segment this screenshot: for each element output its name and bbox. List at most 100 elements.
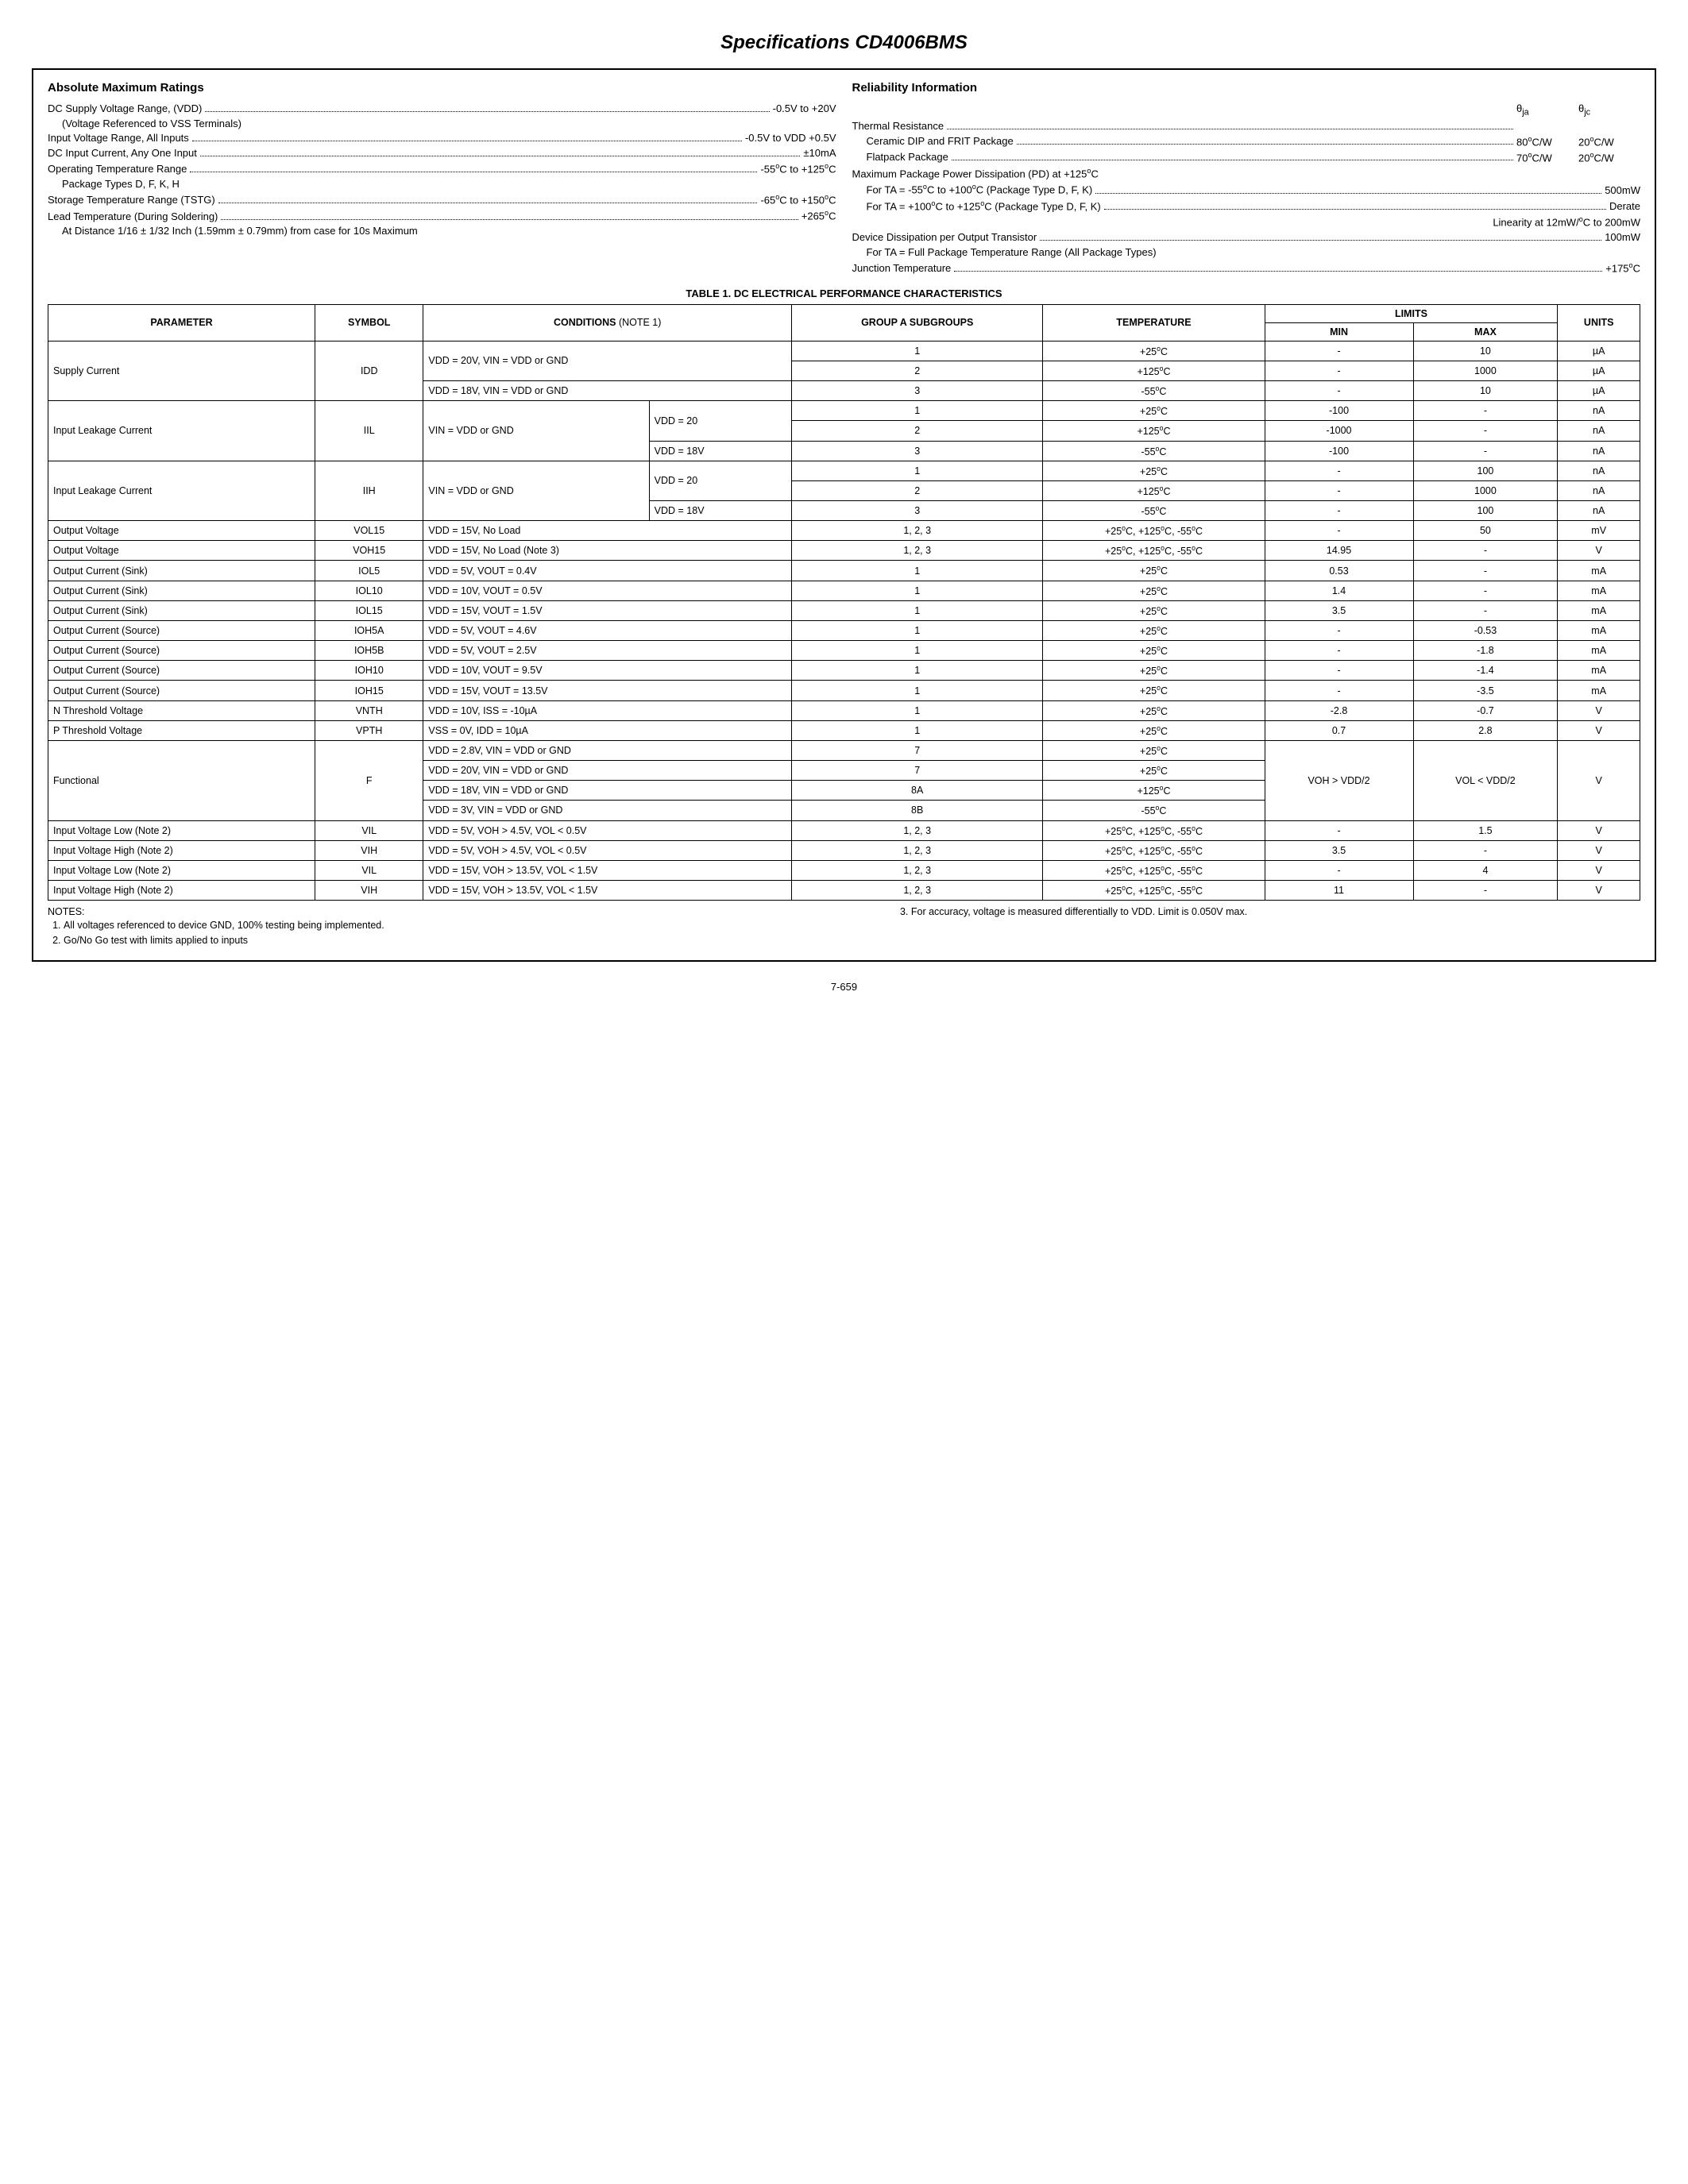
table-cell: -1.4 (1413, 661, 1558, 681)
table-row: Output Current (Sink)IOL5VDD = 5V, VOUT … (48, 561, 1640, 581)
table-cell: - (1265, 681, 1413, 700)
table-cell: VDD = 15V, VOUT = 1.5V (423, 600, 792, 620)
table-cell: V (1558, 860, 1640, 880)
table-cell: VDD = 5V, VOH > 4.5V, VOL < 0.5V (423, 840, 792, 860)
table-cell: V (1558, 880, 1640, 900)
spec-line: Input Voltage Range, All Inputs-0.5V to … (48, 131, 836, 146)
table-cell: VDD = 15V, No Load (423, 521, 792, 541)
main-box: Absolute Maximum Ratings DC Supply Volta… (32, 68, 1656, 962)
table-cell: 3.5 (1265, 600, 1413, 620)
table-cell: - (1265, 461, 1413, 480)
th-groupa: GROUP A SUBGROUPS (792, 304, 1043, 341)
th-symbol: SYMBOL (315, 304, 423, 341)
table-cell: 1, 2, 3 (792, 880, 1043, 900)
table-cell: +25oC (1043, 341, 1265, 361)
table-cell: P Threshold Voltage (48, 720, 315, 740)
spec-line: DC Input Current, Any One Input±10mA (48, 146, 836, 161)
table-cell: 1, 2, 3 (792, 521, 1043, 541)
table-cell: µA (1558, 341, 1640, 361)
table-cell: +25oC (1043, 720, 1265, 740)
table-cell: - (1265, 381, 1413, 401)
table-cell: - (1413, 840, 1558, 860)
th-max: MAX (1413, 322, 1558, 341)
table-cell: nA (1558, 421, 1640, 441)
table-row: Input Voltage High (Note 2)VIHVDD = 15V,… (48, 880, 1640, 900)
table-cell: IOH15 (315, 681, 423, 700)
table-cell: 2 (792, 480, 1043, 500)
table-cell: Output Voltage (48, 541, 315, 561)
table-cell: IOL10 (315, 581, 423, 600)
spec-line: Operating Temperature Range-55oC to +125… (48, 161, 836, 177)
spec-table: PARAMETER SYMBOL CONDITIONS (NOTE 1) GRO… (48, 304, 1640, 901)
table-cell: +25oC (1043, 681, 1265, 700)
table-cell: +125oC (1043, 361, 1265, 380)
table-row: P Threshold VoltageVPTHVSS = 0V, IDD = 1… (48, 720, 1640, 740)
table-cell: - (1265, 480, 1413, 500)
table-cell: Input Voltage Low (Note 2) (48, 820, 315, 840)
table-cell: µA (1558, 381, 1640, 401)
table-row: Output Current (Source)IOH15VDD = 15V, V… (48, 681, 1640, 700)
table-cell: 2 (792, 361, 1043, 380)
table-cell: +25oC (1043, 401, 1265, 421)
table-cell: - (1413, 541, 1558, 561)
table-cell: -3.5 (1413, 681, 1558, 700)
thermal-row: Ceramic DIP and FRIT Package80oC/W20oC/W (852, 134, 1641, 150)
table-row: Output Current (Sink)IOL15VDD = 15V, VOU… (48, 600, 1640, 620)
table-cell: VSS = 0V, IDD = 10µA (423, 720, 792, 740)
table-cell: VIL (315, 860, 423, 880)
left-column: Absolute Maximum Ratings DC Supply Volta… (48, 79, 836, 276)
right-heading: Reliability Information (852, 79, 1641, 97)
notes: NOTES: All voltages referenced to device… (48, 905, 1640, 949)
table-cell: - (1413, 561, 1558, 581)
table-cell: -1000 (1265, 421, 1413, 441)
table-cell: 3 (792, 441, 1043, 461)
table-cell: 1 (792, 620, 1043, 640)
table-cell: +25oC, +125oC, -55oC (1043, 820, 1265, 840)
table-cell: 1 (792, 341, 1043, 361)
table-cell: VDD = 3V, VIN = VDD or GND (423, 801, 792, 820)
table-cell: +125oC (1043, 480, 1265, 500)
table-cell: - (1265, 820, 1413, 840)
table-cell: Input Voltage Low (Note 2) (48, 860, 315, 880)
th-units: UNITS (1558, 304, 1640, 341)
table-cell: VNTH (315, 700, 423, 720)
table-cell: VDD = 5V, VOUT = 0.4V (423, 561, 792, 581)
table-cell: VDD = 20V, VIN = VDD or GND (423, 341, 792, 380)
table-cell: 1.4 (1265, 581, 1413, 600)
table-cell: IIL (315, 401, 423, 461)
table-cell: 100 (1413, 501, 1558, 521)
table-cell: Output Current (Source) (48, 641, 315, 661)
table-cell: +25oC (1043, 581, 1265, 600)
table-cell: -100 (1265, 401, 1413, 421)
table-cell: 1, 2, 3 (792, 541, 1043, 561)
table-cell: 3 (792, 381, 1043, 401)
table-cell: +25oC (1043, 761, 1265, 781)
page-number: 7-659 (32, 981, 1656, 993)
table-cell: - (1413, 600, 1558, 620)
spec-line: Maximum Package Power Dissipation (PD) a… (852, 166, 1641, 182)
table-cell: mA (1558, 581, 1640, 600)
notes-prefix: NOTES: (48, 906, 85, 917)
table-cell: 1 (792, 401, 1043, 421)
table-cell: +25oC (1043, 661, 1265, 681)
table-cell: mA (1558, 620, 1640, 640)
table-cell: 1 (792, 700, 1043, 720)
spec-line: Storage Temperature Range (TSTG)-65oC to… (48, 192, 836, 208)
table-cell: - (1265, 641, 1413, 661)
table-cell: -55oC (1043, 441, 1265, 461)
th-temperature: TEMPERATURE (1043, 304, 1265, 341)
table-cell: Supply Current (48, 341, 315, 400)
table-row: Output Current (Source)IOH5AVDD = 5V, VO… (48, 620, 1640, 640)
spec-line: Package Types D, F, K, H (48, 177, 836, 192)
table-cell: VDD = 10V, VOUT = 0.5V (423, 581, 792, 600)
table-row: Output VoltageVOL15VDD = 15V, No Load1, … (48, 521, 1640, 541)
table-cell: -0.53 (1413, 620, 1558, 640)
table-cell: -2.8 (1265, 700, 1413, 720)
table-cell: VDD = 10V, VOUT = 9.5V (423, 661, 792, 681)
table-cell: 1 (792, 720, 1043, 740)
table-cell: Functional (48, 740, 315, 820)
table-cell: 7 (792, 761, 1043, 781)
table-cell: 10 (1413, 341, 1558, 361)
table-cell: +25oC, +125oC, -55oC (1043, 541, 1265, 561)
table-cell: V (1558, 840, 1640, 860)
